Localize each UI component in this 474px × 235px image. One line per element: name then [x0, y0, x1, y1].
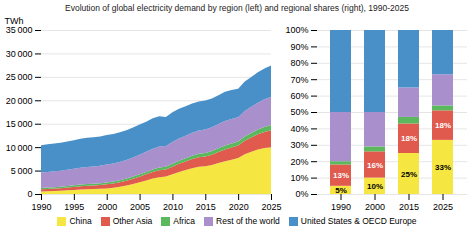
html-text:Evolution of global electricit: Evolution of global electricity demand b… [65, 3, 409, 13]
svg-text:30%: 30% [290, 140, 308, 150]
svg-text:10%: 10% [367, 182, 383, 191]
html-text:Africa: Africa [173, 216, 195, 226]
svg-text:30 000: 30 000 [6, 49, 33, 59]
svg-text:10 000: 10 000 [6, 143, 33, 153]
svg-text:2015: 2015 [399, 202, 419, 212]
svg-text:0: 0 [27, 189, 32, 199]
svg-text:13%: 13% [333, 171, 349, 180]
svg-text:16%: 16% [367, 161, 383, 170]
svg-text:2020: 2020 [229, 202, 249, 212]
svg-text:10%: 10% [290, 173, 308, 183]
svg-text:18%: 18% [401, 134, 417, 143]
svg-text:20 000: 20 000 [6, 96, 33, 106]
svg-text:0%: 0% [295, 189, 308, 199]
svg-text:5%: 5% [335, 186, 347, 195]
svg-text:40%: 40% [290, 124, 308, 134]
html-text:United States & OECD Europe: United States & OECD Europe [300, 216, 417, 226]
svg-text:2005: 2005 [130, 202, 150, 212]
svg-text:1990: 1990 [31, 202, 51, 212]
html-text:China: China [69, 216, 92, 226]
svg-text:20%: 20% [290, 157, 308, 167]
svg-text:50%: 50% [290, 107, 308, 117]
svg-text:70%: 70% [290, 75, 308, 85]
svg-text:2000: 2000 [365, 202, 385, 212]
svg-text:25 000: 25 000 [6, 72, 33, 82]
svg-text:35 000: 35 000 [6, 25, 33, 35]
svg-text:25%: 25% [401, 170, 417, 179]
svg-text:5 000: 5 000 [11, 166, 33, 176]
html-text:Other Asia: Other Asia [112, 216, 153, 226]
svg-text:15 000: 15 000 [6, 119, 33, 129]
svg-text:90%: 90% [290, 42, 308, 52]
svg-text:2000: 2000 [97, 202, 117, 212]
svg-text:60%: 60% [290, 91, 308, 101]
svg-text:2025: 2025 [433, 202, 453, 212]
svg-text:1995: 1995 [64, 202, 84, 212]
svg-text:TWh: TWh [5, 16, 24, 26]
html-text:Rest of the world: Rest of the world [216, 216, 280, 226]
svg-text:33%: 33% [435, 163, 451, 172]
svg-text:18%: 18% [435, 121, 451, 130]
svg-text:2010: 2010 [163, 202, 183, 212]
svg-text:2015: 2015 [196, 202, 216, 212]
svg-text:100%: 100% [285, 25, 308, 35]
svg-text:80%: 80% [290, 58, 308, 68]
svg-text:1990: 1990 [331, 202, 351, 212]
svg-text:2025: 2025 [261, 202, 281, 212]
